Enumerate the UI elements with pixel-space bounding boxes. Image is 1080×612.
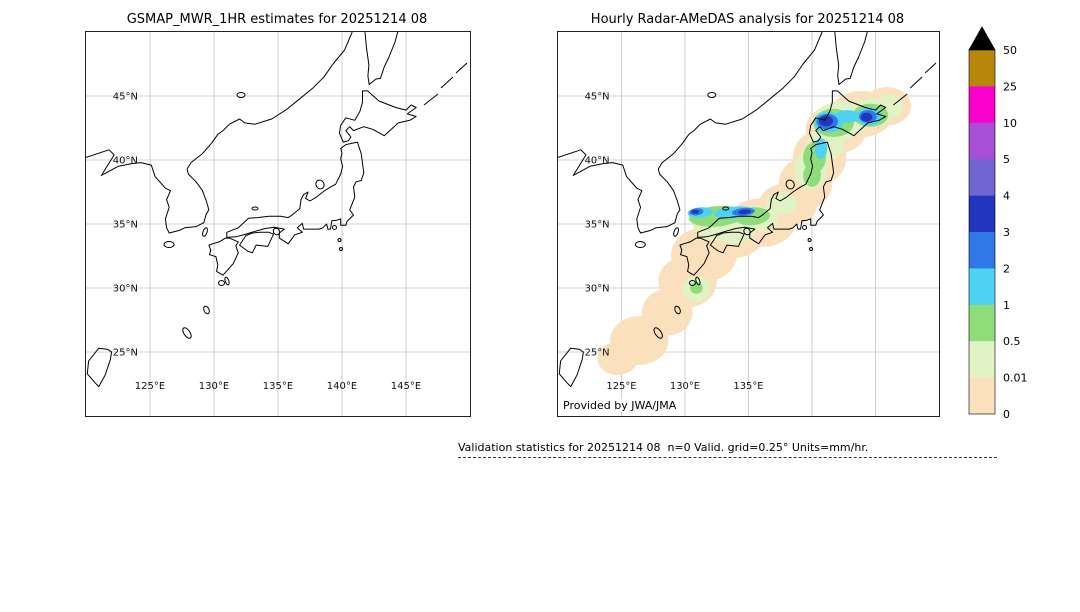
lat-tick-label: 45°N [113,92,138,103]
colorbar-segment [969,50,995,87]
colorbar-segment [969,268,995,306]
colorbar-segment [969,159,995,196]
lon-tick-label: 145°E [391,381,421,392]
coastline [86,32,468,388]
lat-tick-label: 30°N [113,284,138,295]
colorbar-tick-label: 0.01 [1003,372,1028,385]
precip-region [716,222,755,244]
colorbar-tick-label: 2 [1003,262,1010,275]
lon-tick-label: 130°E [199,381,229,392]
colorbar-tick-label: 0 [1003,408,1010,421]
precip-region [690,282,703,294]
precip-region [814,138,828,159]
precip-region [818,115,833,127]
colorbar-segment [969,195,995,233]
lon-tick-label: 135°E [263,381,293,392]
radar-amedas-map-panel: 45°N 40°N 35°N 30°N 25°N 125°E 130°E 135°E Prov… [557,31,940,417]
precip-region [834,110,861,123]
colorbar-tick-label: 5 [1003,153,1010,166]
precipitation-shading [597,87,912,376]
precip-region [738,209,752,215]
colorbar-tick-label: 1 [1003,299,1010,312]
lat-tick-label: 25°N [113,348,138,359]
gsmap-map: 45°N 40°N 35°N 30°N 25°N 125°E 130°E 135°E 140°E… [86,32,470,416]
colorbar-tick-label: 50 [1003,44,1017,57]
right-panel-title: Hourly Radar-AMeDAS analysis for 2025121… [590,12,905,27]
lat-tick-label: 40°N [585,155,610,166]
lat-tick-label: 25°N [585,347,610,358]
colorbar-tick-label: 10 [1003,117,1017,130]
precip-region [860,112,873,122]
colorbar-tick-label: 4 [1003,190,1010,203]
gsmap-map-panel: 45°N 40°N 35°N 30°N 25°N 125°E 130°E 135°E 140°E… [85,31,471,417]
lon-tick-label: 130°E [670,381,700,392]
colorbar-svg: 50 25 10 5 4 3 2 1 0.5 0.01 0 [968,26,1028,421]
colorbar-tick-label: 3 [1003,226,1010,239]
colorbar-segment [969,86,995,124]
tick-labels: 45°N 40°N 35°N 30°N 25°N 125°E 130°E 135°E [585,91,764,392]
lat-tick-label: 35°N [585,219,610,230]
colorbar-tick-label: 25 [1003,80,1017,93]
lon-tick-label: 125°E [606,381,636,392]
dashed-separator [458,457,997,458]
colorbar-segment [969,232,995,269]
lon-tick-label: 135°E [733,381,763,392]
colorbar-segment [969,304,995,342]
precip-region [597,341,639,376]
lat-tick-label: 30°N [585,283,610,294]
coastline [558,32,937,388]
tick-labels: 45°N 40°N 35°N 30°N 25°N 125°E 130°E 135°E 140°E… [113,92,421,393]
precip-region [691,209,699,214]
radar-amedas-map: 45°N 40°N 35°N 30°N 25°N 125°E 130°E 135°E [558,32,939,416]
lat-tick-label: 40°N [113,156,138,167]
colorbar-overflow-triangle [968,26,996,51]
lon-tick-label: 125°E [135,381,165,392]
colorbar-frame [968,49,996,415]
precip-region [766,192,797,216]
left-panel-title: GSMAP_MWR_1HR estimates for 20251214 08 [126,12,428,27]
data-credit: Provided by JWA/JMA [561,399,679,412]
lat-tick-label: 35°N [113,220,138,231]
validation-caption: Validation statistics for 20251214 08 n=… [458,441,869,454]
grid-lines [86,32,470,416]
colorbar-segment [969,122,995,160]
colorbar-segment [969,341,995,378]
colorbar-segment [969,377,995,415]
colorbar-tick-label: 0.5 [1003,335,1021,348]
lat-tick-label: 45°N [585,91,610,102]
lon-tick-label: 140°E [327,381,357,392]
